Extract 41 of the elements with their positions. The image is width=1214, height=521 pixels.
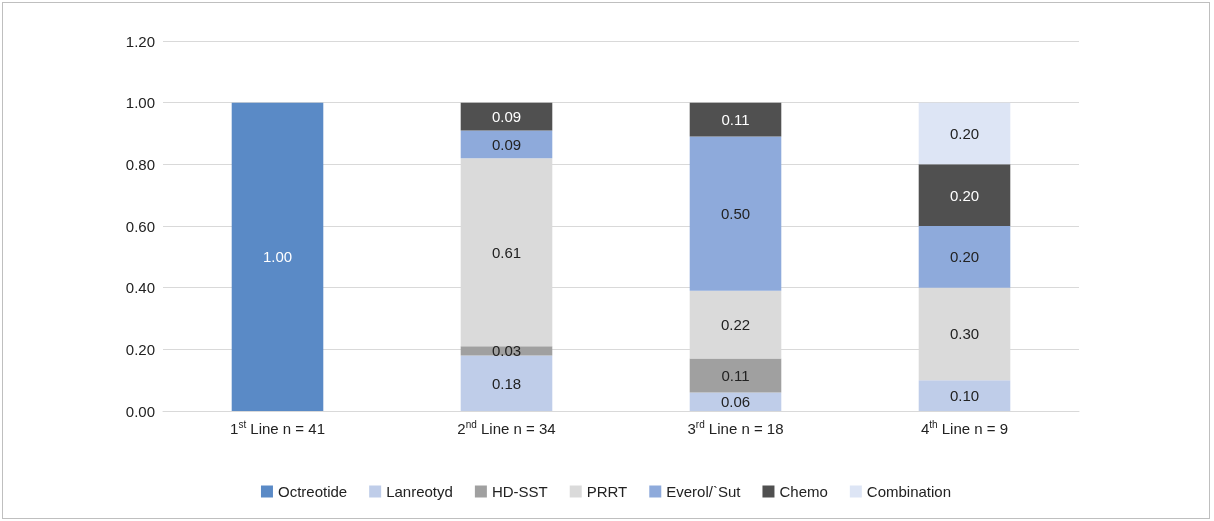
legend-label: Octreotide bbox=[277, 483, 348, 500]
legend-label: Combination bbox=[866, 483, 952, 500]
legend-label: PRRT bbox=[586, 483, 628, 500]
data-label: 0.20 bbox=[949, 125, 980, 142]
y-tick-label: 1.00 bbox=[125, 94, 155, 112]
data-label: 0.11 bbox=[721, 367, 750, 385]
bar bbox=[460, 102, 553, 131]
data-label: 0.50 bbox=[720, 205, 751, 223]
bar bbox=[689, 136, 782, 291]
data-label: 0.20 bbox=[949, 248, 980, 266]
y-tick-label: 0.00 bbox=[125, 402, 155, 420]
y-tick-label: 0.20 bbox=[125, 340, 155, 358]
legend-label: Everol/`Sut bbox=[666, 483, 742, 500]
y-tick-label: 0.80 bbox=[125, 155, 155, 173]
data-label: 0.10 bbox=[949, 387, 980, 405]
y-tick-label: 0.60 bbox=[125, 217, 155, 235]
data-label: 0.22 bbox=[720, 316, 751, 334]
data-label: 0.09 bbox=[491, 135, 522, 153]
bar bbox=[918, 380, 1011, 411]
bar bbox=[231, 102, 324, 411]
bar bbox=[918, 102, 1011, 165]
data-label: 1.00 bbox=[262, 248, 293, 266]
legend-label: Lanreotyd bbox=[386, 483, 453, 500]
y-tick-label: 1.20 bbox=[125, 32, 155, 50]
legend-label: Chemo bbox=[779, 483, 828, 500]
legend-label: HD-SST bbox=[491, 483, 548, 500]
bar bbox=[689, 358, 782, 393]
data-label: 0.30 bbox=[949, 325, 980, 343]
bar bbox=[918, 164, 1011, 226]
bar bbox=[918, 226, 1011, 288]
data-label: 0.03 bbox=[491, 342, 522, 360]
bar bbox=[460, 355, 553, 411]
data-label: 0.11 bbox=[721, 111, 750, 129]
data-label: 0.18 bbox=[491, 374, 522, 392]
data-label: 0.20 bbox=[949, 186, 980, 204]
y-tick-label: 0.40 bbox=[125, 279, 155, 297]
data-label: 0.06 bbox=[720, 393, 751, 411]
bar bbox=[689, 102, 782, 137]
data-label: 0.09 bbox=[491, 108, 522, 126]
data-label: 0.61 bbox=[491, 243, 522, 261]
bar bbox=[460, 130, 553, 159]
